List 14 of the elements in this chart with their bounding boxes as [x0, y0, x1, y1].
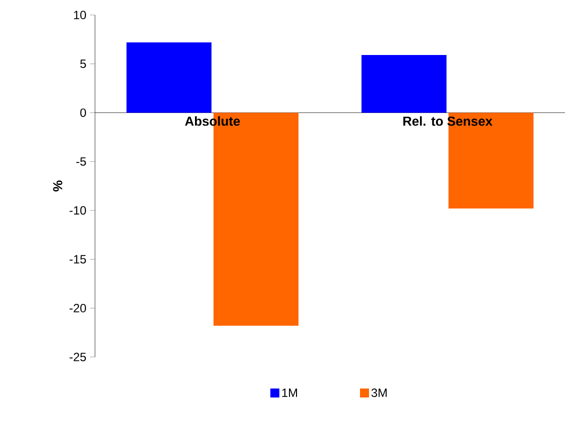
bar: [362, 55, 446, 113]
legend-label: 3M: [371, 388, 387, 398]
y-tick-label: -10: [70, 206, 86, 215]
y-tick-label: 0: [80, 108, 86, 117]
bar: [448, 112, 534, 208]
y-tick-label: -25: [70, 352, 86, 362]
y-tick-label: -5: [76, 157, 86, 166]
y-tick-label: -15: [70, 255, 86, 264]
y-tick-label: -20: [70, 304, 86, 312]
y-tick-label: 5: [80, 60, 86, 68]
legend-label: 1M: [282, 388, 297, 397]
y-axis-title: %: [53, 180, 62, 192]
y-tick-label: 10: [74, 10, 86, 20]
bar: [126, 42, 212, 113]
